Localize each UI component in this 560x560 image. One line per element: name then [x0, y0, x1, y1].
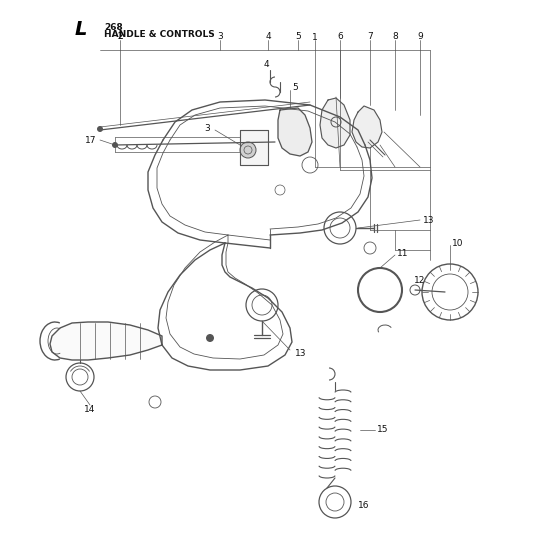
- Polygon shape: [240, 130, 268, 165]
- Text: 5: 5: [295, 31, 301, 40]
- Text: 4: 4: [265, 31, 271, 40]
- Text: 10: 10: [452, 239, 464, 248]
- Text: 268: 268: [104, 23, 123, 32]
- Text: 17: 17: [85, 136, 96, 144]
- Text: 5: 5: [292, 82, 298, 91]
- Text: 9: 9: [417, 31, 423, 40]
- Text: HANDLE & CONTROLS: HANDLE & CONTROLS: [104, 30, 214, 39]
- Text: 11: 11: [397, 249, 408, 258]
- Text: L: L: [75, 20, 87, 39]
- Polygon shape: [320, 98, 350, 148]
- Text: 1: 1: [312, 32, 318, 41]
- Polygon shape: [352, 106, 382, 148]
- Polygon shape: [278, 108, 312, 156]
- Text: 2: 2: [117, 31, 123, 40]
- Text: 13: 13: [423, 216, 435, 225]
- Circle shape: [97, 126, 103, 132]
- Text: 7: 7: [367, 31, 373, 40]
- Text: 3: 3: [217, 31, 223, 40]
- Circle shape: [240, 142, 256, 158]
- Text: 12: 12: [414, 276, 426, 284]
- Text: 2: 2: [117, 31, 123, 40]
- Circle shape: [112, 142, 118, 148]
- Circle shape: [206, 334, 214, 342]
- Text: 16: 16: [358, 501, 370, 510]
- Polygon shape: [50, 322, 162, 360]
- Text: 14: 14: [85, 405, 96, 414]
- Text: 3: 3: [204, 124, 210, 133]
- Text: 4: 4: [263, 59, 269, 68]
- Text: 13: 13: [295, 348, 306, 357]
- Text: 6: 6: [337, 31, 343, 40]
- Text: 8: 8: [392, 31, 398, 40]
- Text: 15: 15: [377, 426, 389, 435]
